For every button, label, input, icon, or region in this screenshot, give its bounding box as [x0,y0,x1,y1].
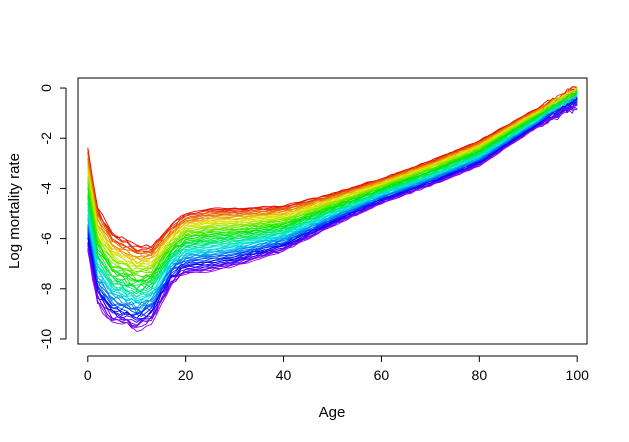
series-line [87,93,578,254]
x-tick-label: 100 [566,367,590,383]
x-axis: 0 20 40 60 80 100 [84,355,590,383]
y-tick-label: -2 [38,132,54,145]
y-tick-label: -10 [38,329,54,349]
plot-frame [77,77,588,345]
y-axis-title: Log mortality rate [6,153,23,269]
y-tick-label: -4 [38,182,54,195]
x-axis-title: Age [319,404,346,421]
series-line [87,102,578,333]
series-line [87,92,578,293]
series-line [87,88,578,265]
series-lines [87,86,578,333]
x-tick-label: 40 [276,367,292,383]
x-tick-label: 20 [178,367,194,383]
series-line [87,90,578,270]
y-tick-label: -6 [38,232,54,245]
y-tick-label: -8 [38,282,54,295]
y-axis: -10 -8 -6 -4 -2 0 [38,84,67,349]
series-line [87,91,578,253]
x-tick-label: 0 [84,367,92,383]
series-line [87,90,578,260]
series-line [87,101,578,326]
series-line [87,93,578,256]
x-tick-label: 60 [374,367,390,383]
x-tick-label: 80 [472,367,488,383]
y-tick-label: 0 [38,84,54,92]
series-line [87,90,578,258]
series-line [87,89,578,260]
series-line [87,86,578,255]
